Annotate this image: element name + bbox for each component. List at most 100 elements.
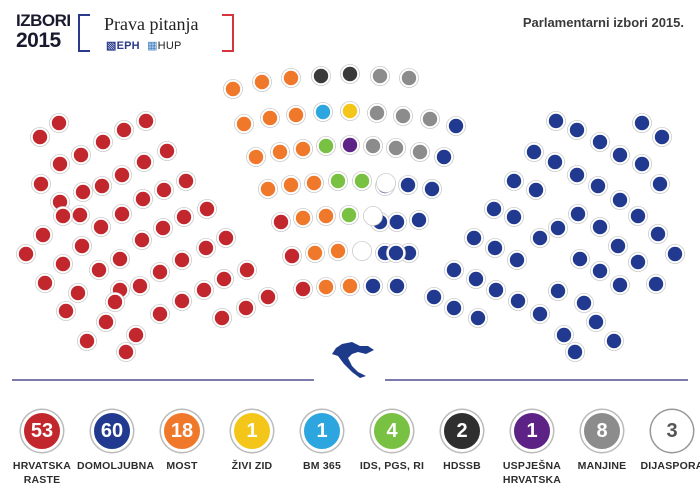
seat-outline — [526, 180, 546, 200]
seat — [398, 175, 418, 195]
seat-outline — [50, 154, 70, 174]
seat — [72, 236, 92, 256]
seat — [424, 287, 444, 307]
hup-logo: ▦HUP — [147, 40, 182, 52]
seat — [548, 218, 568, 238]
seat — [568, 204, 588, 224]
seat-outline — [574, 293, 594, 313]
seat — [508, 291, 528, 311]
seat-outline — [154, 180, 174, 200]
seat-outline — [172, 250, 192, 270]
seat-outline — [352, 171, 372, 191]
seat — [590, 217, 610, 237]
seat — [328, 241, 348, 261]
seat — [548, 281, 568, 301]
seat — [112, 204, 132, 224]
seat-outline — [352, 241, 372, 261]
seat — [49, 113, 69, 133]
seat-chart — [16, 64, 685, 362]
seat — [610, 275, 630, 295]
seat-outline — [150, 304, 170, 324]
seat-outline — [422, 179, 442, 199]
seat — [70, 205, 90, 225]
seat — [92, 176, 112, 196]
seat-outline — [313, 102, 333, 122]
seat — [554, 325, 574, 345]
seat-outline — [399, 68, 419, 88]
seat — [30, 127, 50, 147]
seat — [530, 228, 550, 248]
seat — [507, 250, 527, 270]
seat-outline — [444, 260, 464, 280]
seat — [286, 105, 306, 125]
seat-outline — [328, 171, 348, 191]
seat-outline — [293, 208, 313, 228]
seat-outline — [92, 176, 112, 196]
party-name: ŽIVI ZID — [231, 460, 273, 472]
seat-outline — [53, 206, 73, 226]
seat-outline — [260, 108, 280, 128]
party-seat-count: 4 — [386, 420, 398, 442]
seat-outline — [30, 127, 50, 147]
seat — [367, 103, 387, 123]
seat — [565, 342, 585, 362]
seat — [574, 293, 594, 313]
seat — [386, 243, 406, 263]
seat-outline — [91, 217, 111, 237]
seat-outline — [172, 291, 192, 311]
seat — [610, 145, 630, 165]
seat — [136, 111, 156, 131]
seat — [376, 173, 396, 193]
party-seat-count: 3 — [666, 420, 678, 442]
seat-outline — [33, 225, 53, 245]
seat-outline — [464, 228, 484, 248]
party-seat-count: 60 — [100, 420, 124, 442]
seat — [610, 190, 630, 210]
seat-outline — [281, 68, 301, 88]
seat — [646, 274, 666, 294]
seat — [399, 68, 419, 88]
seat — [420, 109, 440, 129]
seat-outline — [628, 206, 648, 226]
party-seat-count: 18 — [170, 420, 194, 442]
seat-outline — [132, 230, 152, 250]
party-badge: 1 — [301, 410, 343, 452]
party-badge: 60 — [91, 410, 133, 452]
seat-outline — [548, 281, 568, 301]
party-seat-count: 1 — [246, 420, 258, 442]
seat-outline — [71, 145, 91, 165]
party-name: DIJASPORA — [640, 460, 700, 472]
divider-right — [385, 379, 688, 381]
seat-outline — [116, 342, 136, 362]
seat — [422, 179, 442, 199]
seat — [246, 147, 266, 167]
seat-outline — [72, 236, 92, 256]
seat — [328, 171, 348, 191]
seat — [468, 308, 488, 328]
seat-outline — [73, 182, 93, 202]
seat — [352, 171, 372, 191]
seat — [363, 136, 383, 156]
seat-outline — [568, 204, 588, 224]
seat-outline — [367, 103, 387, 123]
seat — [172, 250, 192, 270]
party-badge: 18 — [161, 410, 203, 452]
seat-outline — [252, 72, 272, 92]
seat-outline — [424, 287, 444, 307]
seat — [53, 206, 73, 226]
seat-outline — [608, 236, 628, 256]
seat — [628, 252, 648, 272]
logo-line-2: 2015 — [16, 29, 61, 52]
party-name: HRVATSKA RASTE — [12, 460, 72, 486]
seat-outline — [197, 199, 217, 219]
seat-outline — [548, 218, 568, 238]
seat — [223, 79, 243, 99]
seat-outline — [305, 243, 325, 263]
seat — [77, 331, 97, 351]
seat-outline — [246, 147, 266, 167]
party-name: USPJEŠNA HRVATSKA — [502, 460, 562, 486]
seat — [311, 66, 331, 86]
seat — [31, 174, 51, 194]
seat — [484, 199, 504, 219]
seat-outline — [176, 171, 196, 191]
